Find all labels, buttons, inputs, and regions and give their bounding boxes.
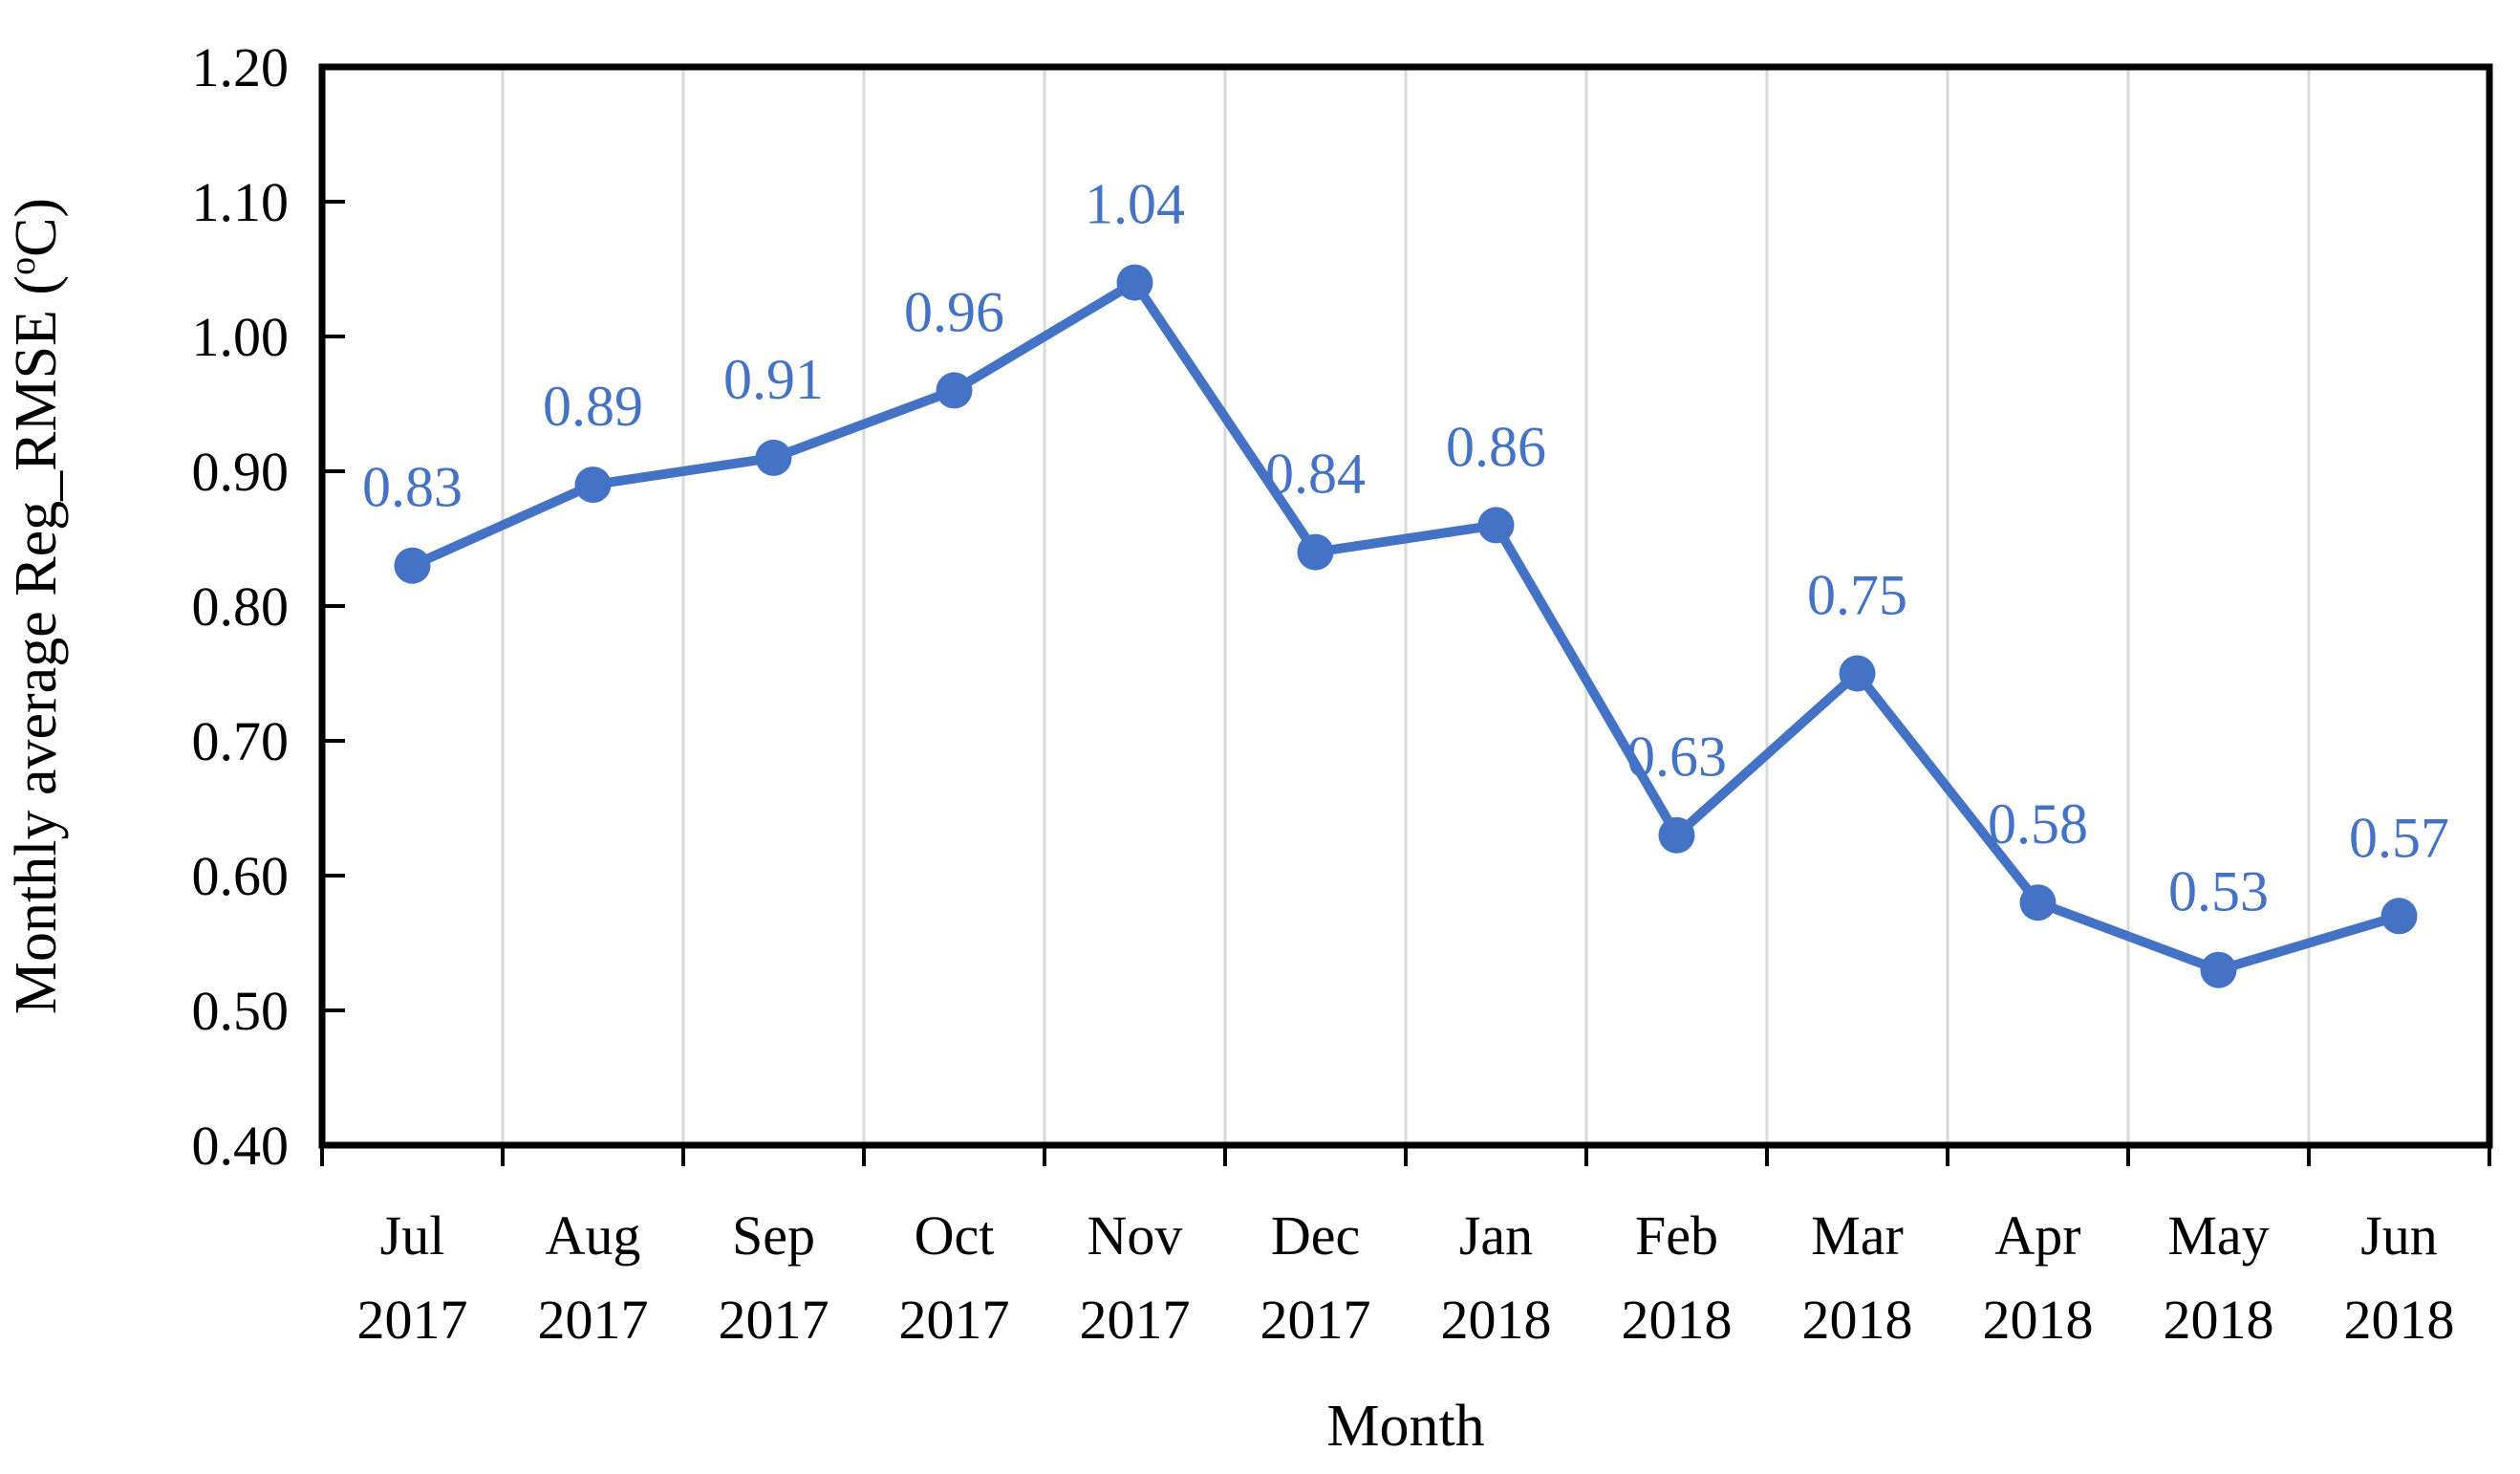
data-point [1116, 264, 1153, 301]
x-axis-title: Month [1326, 1394, 1484, 1459]
x-tick-label-month: Mar [1811, 1204, 1904, 1267]
x-tick-label-year: 2018 [2344, 1289, 2455, 1351]
data-point [2200, 951, 2237, 988]
x-tick-label-month: Jan [1459, 1204, 1533, 1267]
data-point [394, 547, 431, 584]
x-tick-label-month: Dec [1271, 1204, 1360, 1267]
data-point [2019, 884, 2057, 921]
x-tick-label-year: 2018 [1622, 1289, 1733, 1351]
x-tick-label-month: Oct [915, 1204, 995, 1267]
data-label: 0.57 [2349, 806, 2449, 869]
series-line [407, 277, 2404, 975]
x-tick-label-year: 2017 [357, 1289, 468, 1351]
data-label: 0.58 [1988, 792, 2088, 856]
data-label: 0.63 [1626, 726, 1727, 789]
x-tick-label-month: Aug [546, 1204, 641, 1267]
data-label: 0.84 [1265, 443, 1366, 506]
data-point [755, 439, 792, 476]
x-tick-label-month: Sep [732, 1204, 815, 1267]
y-tick-label: 0.80 [192, 575, 290, 638]
y-tick-label: 1.10 [192, 171, 290, 233]
data-label: 0.89 [543, 375, 643, 438]
x-tick-label-month: Apr [1994, 1204, 2080, 1267]
x-tick-label-month: Nov [1088, 1204, 1183, 1267]
data-point [1658, 816, 1695, 854]
x-tick-label-year: 2017 [1260, 1289, 1371, 1351]
data-label: 0.86 [1446, 415, 1546, 478]
y-tick-label: 0.60 [192, 845, 290, 907]
y-tick-label: 1.20 [192, 36, 290, 98]
y-axis-title: Monthly average Reg_RMSE (oC) [3, 198, 69, 1014]
data-point [936, 372, 973, 409]
data-point [574, 466, 612, 504]
data-label: 0.75 [1807, 564, 1907, 627]
y-tick-label: 0.70 [192, 710, 290, 772]
y-tick-label: 0.40 [192, 1115, 290, 1177]
y-tick-label: 0.50 [192, 980, 290, 1042]
x-tick-label-year: 2017 [538, 1289, 649, 1351]
data-label: 1.04 [1085, 173, 1185, 236]
x-tick-label-year: 2017 [719, 1289, 829, 1351]
x-tick-label-month: Jun [2360, 1204, 2438, 1267]
x-tick-label-year: 2018 [1441, 1289, 1552, 1351]
x-tick-label-month: Feb [1635, 1204, 1718, 1267]
data-label: 0.83 [362, 456, 463, 519]
x-tick-label-month: Jul [380, 1204, 445, 1267]
data-label: 0.96 [904, 280, 1004, 343]
data-label: 0.53 [2168, 860, 2269, 923]
data-point [1297, 533, 1334, 571]
data-label: 0.91 [723, 348, 824, 411]
x-tick-label-month: May [2167, 1204, 2269, 1267]
x-tick-label-year: 2018 [1983, 1289, 2094, 1351]
y-tick-label: 1.00 [192, 306, 290, 368]
data-point [1477, 507, 1515, 544]
x-tick-label-year: 2018 [1802, 1289, 1913, 1351]
y-tick-label: 0.90 [192, 441, 290, 503]
data-point [2380, 898, 2418, 935]
x-tick-label-year: 2017 [1080, 1289, 1191, 1351]
x-tick-label-year: 2018 [2164, 1289, 2274, 1351]
x-tick-label-year: 2017 [899, 1289, 1010, 1351]
data-point [1839, 655, 1876, 692]
